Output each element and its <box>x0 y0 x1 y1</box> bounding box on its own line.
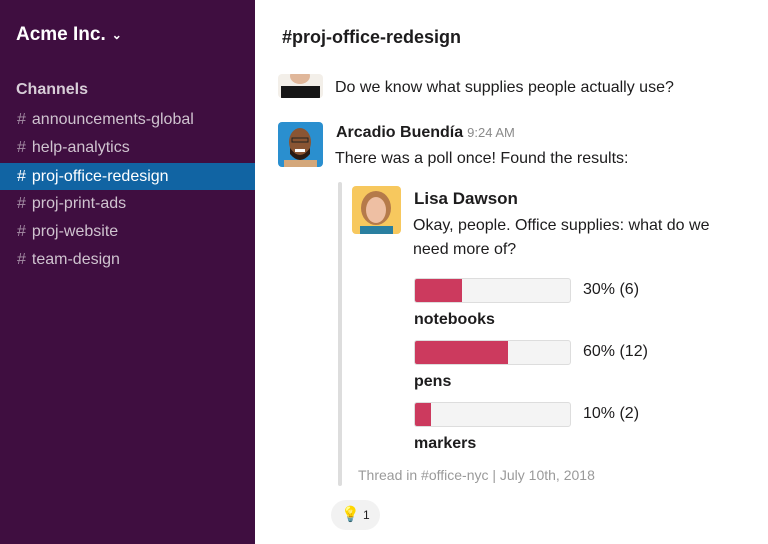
channel-label: proj-website <box>31 223 119 240</box>
poll-result: 10% (2) <box>583 405 640 422</box>
channel-label: proj-print-ads <box>31 195 127 212</box>
poll-result: 30% (6) <box>583 281 640 298</box>
channel-proj-office-redesign[interactable]: # proj-office-redesign <box>0 163 255 190</box>
channels-section-header[interactable]: Channels <box>16 81 89 98</box>
hash-icon: # <box>17 251 26 268</box>
poll-bar-notebooks <box>414 278 571 303</box>
poll-bar-pens <box>414 340 571 365</box>
quote-author[interactable]: Lisa Dawson <box>414 189 518 208</box>
poll-fill <box>415 403 431 426</box>
hash-icon: # <box>17 111 26 128</box>
hash-icon: # <box>17 223 26 240</box>
channel-title: #proj-office-redesign <box>282 27 462 47</box>
poll-fill <box>415 341 508 364</box>
reaction-count: 1 <box>363 508 370 522</box>
workspace-switcher[interactable]: Acme Inc. ⌄ <box>16 24 122 46</box>
avatar-lisa[interactable] <box>352 186 401 234</box>
channel-help-analytics[interactable]: # help-analytics <box>0 134 255 161</box>
sidebar: Acme Inc. ⌄ Channels # announcements-globa… <box>0 0 255 544</box>
channel-label: help-analytics <box>31 139 130 156</box>
channel-label: announcements-global <box>31 111 194 128</box>
workspace-name: Acme Inc. <box>16 24 106 45</box>
chevron-down-icon: ⌄ <box>111 27 122 42</box>
quote-bar <box>338 182 342 486</box>
lightbulb-icon: 💡 <box>341 506 360 523</box>
thread-link[interactable]: Thread in #office-nyc | July 10th, 2018 <box>358 467 595 483</box>
channel-proj-website[interactable]: # proj-website <box>0 218 255 245</box>
reaction-button[interactable]: 💡 1 <box>331 500 380 530</box>
poll-option-label: pens <box>414 373 452 390</box>
poll-option-label: notebooks <box>414 311 495 328</box>
avatar[interactable] <box>278 74 323 98</box>
channel-proj-print-ads[interactable]: # proj-print-ads <box>0 190 255 217</box>
author-name[interactable]: Arcadio Buendía <box>336 124 464 141</box>
hash-icon: # <box>17 168 26 185</box>
channel-announcements-global[interactable]: # announcements-global <box>0 106 255 133</box>
poll-option-label: markers <box>414 435 477 452</box>
poll-bar-markers <box>414 402 571 427</box>
hash-icon: # <box>17 195 26 212</box>
poll-fill <box>415 279 462 302</box>
poll-result: 60% (12) <box>583 343 648 360</box>
timestamp[interactable]: 9:24 AM <box>467 125 515 140</box>
channel-team-design[interactable]: # team-design <box>0 246 255 273</box>
message-text: There was a poll once! Found the results… <box>335 150 629 167</box>
hash-icon: # <box>17 139 26 156</box>
channel-label: team-design <box>31 251 120 268</box>
quote-text-line2: need more of? <box>413 241 517 258</box>
avatar-arcadio[interactable] <box>278 122 323 167</box>
quote-text-line1: Okay, people. Office supplies: what do w… <box>413 217 710 234</box>
channel-label: proj-office-redesign <box>31 168 169 185</box>
message-text: Do we know what supplies people actually… <box>335 79 674 96</box>
